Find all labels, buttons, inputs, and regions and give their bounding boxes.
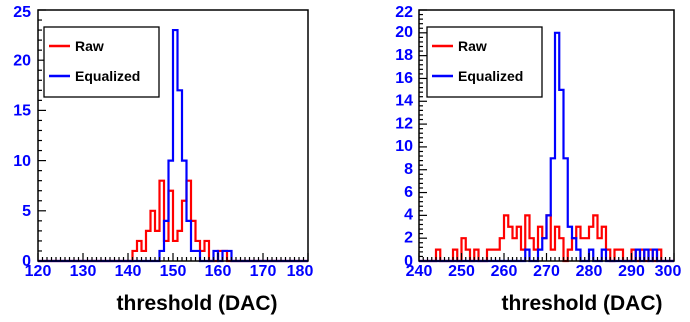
left-y-tick-label: 0	[22, 253, 31, 270]
left-x-axis-label: threshold (DAC)	[117, 292, 278, 315]
right-x-tick-labels: 240 250 260 270 280 290 300	[406, 263, 682, 280]
left-x-tick-label: 140	[115, 263, 142, 280]
right-y-tick-label: 18	[395, 47, 413, 64]
left-x-tick-label: 170	[250, 263, 277, 280]
left-y-tick-label: 20	[13, 52, 31, 69]
left-y-tick-label: 5	[22, 203, 31, 220]
left-x-tick-label: 120	[25, 263, 52, 280]
right-y-tick-label: 6	[404, 184, 413, 201]
left-y-tick-label: 15	[13, 103, 31, 120]
right-y-tick-label: 2	[404, 229, 413, 246]
right-x-tick-label: 240	[406, 263, 433, 280]
chart-right: 0 2 4 6 8 10 12 14 16 18 20 22 240 250 2…	[395, 4, 681, 315]
right-y-tick-label: 0	[404, 253, 413, 270]
right-y-tick-label: 10	[395, 138, 413, 155]
right-y-tick-labels: 0 2 4 6 8 10 12 14 16 18 20 22	[395, 4, 413, 270]
right-x-tick-label: 250	[448, 263, 475, 280]
right-y-tick-label: 20	[395, 24, 413, 41]
left-legend-label-equalized: Equalized	[75, 68, 140, 84]
right-legend: Raw Equalized	[426, 26, 543, 98]
right-x-tick-label: 260	[491, 263, 518, 280]
left-legend-label-raw: Raw	[75, 38, 104, 54]
left-legend-box	[43, 26, 160, 98]
right-x-tick-label: 280	[576, 263, 603, 280]
histogram-series-raw	[38, 179, 308, 263]
right-x-axis-label: threshold (DAC)	[502, 292, 663, 315]
left-axis-ticks	[37, 9, 309, 262]
right-y-tick-label: 12	[395, 115, 413, 132]
left-x-tick-label: 130	[70, 263, 97, 280]
right-y-tick-label: 4	[404, 207, 413, 224]
right-x-tick-label: 270	[533, 263, 560, 280]
right-legend-label-raw: Raw	[458, 38, 487, 54]
left-x-tick-labels: 120 130 140 150 160 170 180	[25, 263, 314, 280]
left-x-tick-label: 160	[205, 263, 232, 280]
right-x-tick-label: 300	[655, 263, 682, 280]
right-y-tick-label: 22	[395, 4, 413, 21]
left-y-tick-labels: 0 5 10 15 20 25	[13, 4, 31, 270]
left-legend: Raw Equalized	[43, 26, 160, 98]
right-y-tick-label: 14	[395, 93, 413, 110]
left-x-tick-label: 180	[287, 263, 314, 280]
left-y-tick-label: 25	[13, 4, 31, 21]
right-legend-box	[426, 26, 543, 98]
left-y-tick-label: 10	[13, 153, 31, 170]
right-y-tick-label: 8	[404, 161, 413, 178]
right-x-tick-label: 290	[618, 263, 645, 280]
left-x-tick-label: 150	[160, 263, 187, 280]
chart-left: 0 5 10 15 20 25 120 130 140 150 160 170 …	[13, 4, 313, 315]
right-axis-ticks	[418, 9, 675, 262]
right-y-tick-label: 16	[395, 70, 413, 87]
right-legend-label-equalized: Equalized	[458, 68, 523, 84]
